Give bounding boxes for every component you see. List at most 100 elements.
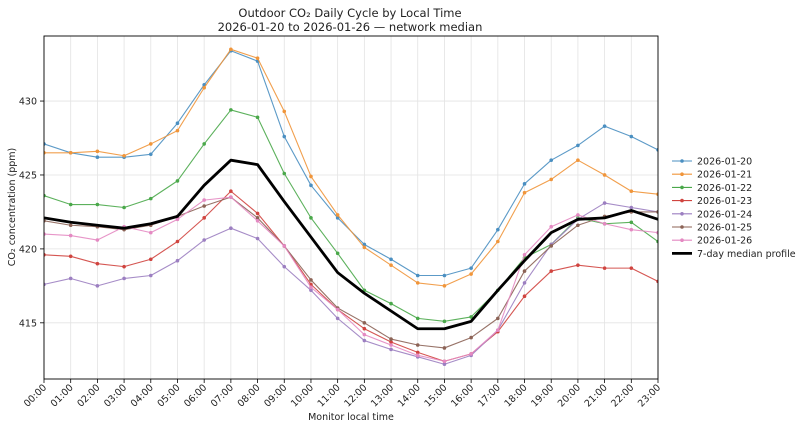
data-point (629, 134, 634, 139)
data-point (576, 213, 580, 217)
data-point (362, 326, 367, 331)
data-point (175, 239, 180, 244)
data-point (389, 263, 393, 267)
chart-subtitle: 2026-01-20 to 2026-01-26 — network media… (218, 20, 483, 34)
data-point (95, 155, 100, 160)
legend-marker (680, 212, 684, 216)
series-line-0 (44, 50, 658, 277)
data-point (602, 266, 607, 270)
data-point (362, 321, 367, 325)
legend-label: 2026-01-23 (697, 196, 752, 207)
data-point (202, 216, 206, 220)
data-point (202, 238, 206, 242)
data-point (496, 227, 500, 232)
data-point (122, 153, 126, 158)
series-line-2 (44, 109, 658, 322)
data-point (522, 190, 527, 195)
data-point (549, 158, 554, 162)
data-point (469, 315, 473, 319)
legend-item-3: 2026-01-23 (672, 196, 752, 207)
data-point (148, 273, 153, 278)
data-point (335, 307, 340, 312)
legend-marker (680, 185, 684, 190)
data-point (629, 227, 634, 232)
data-point (442, 284, 447, 288)
y-tick-label: 420 (19, 244, 37, 255)
series-line-6 (44, 196, 658, 362)
data-point (175, 128, 180, 133)
data-point (389, 340, 393, 344)
x-axis-ticks: 00:00 01:00 02:00 03:00 04:00 05:00 06:00 07:00… (22, 379, 663, 409)
legend-item-6: 2026-01-26 (672, 236, 752, 247)
legend-item-4: 2026-01-24 (672, 209, 752, 220)
x-tick-label: 02:00 (75, 382, 102, 409)
data-point (175, 121, 180, 126)
y-tick-label: 430 (19, 97, 37, 108)
series-lines (44, 47, 658, 367)
data-point (202, 85, 206, 90)
x-tick-label: 11:00 (316, 382, 343, 409)
data-point (442, 359, 447, 364)
legend-marker (680, 238, 684, 242)
data-point (282, 264, 287, 269)
data-point (576, 263, 580, 267)
data-point (389, 257, 393, 262)
data-point (282, 244, 287, 248)
data-point (309, 288, 313, 293)
data-point (202, 142, 206, 146)
data-point (602, 173, 607, 177)
legend-label: 2026-01-24 (697, 209, 752, 220)
legend-label: 2026-01-26 (697, 236, 752, 247)
data-point (122, 276, 126, 281)
data-point (255, 211, 260, 216)
y-tick-label: 425 (19, 170, 37, 181)
data-point (496, 328, 500, 333)
y-axis-label: CO₂ concentration (ppm) (7, 148, 18, 266)
x-axis-label: Monitor local time (308, 412, 394, 423)
data-point (95, 261, 100, 266)
data-point (175, 258, 180, 263)
data-point (202, 204, 206, 208)
data-point (549, 177, 554, 182)
data-point (175, 217, 180, 222)
series-line-7 (44, 158, 658, 331)
data-point (335, 213, 340, 217)
x-tick-label: 01:00 (49, 382, 76, 409)
x-tick-label: 15:00 (422, 382, 449, 409)
data-point (522, 281, 527, 285)
data-point (415, 273, 420, 278)
x-tick-label: 07:00 (209, 382, 236, 409)
legend-item-2: 2026-01-22 (672, 183, 752, 194)
data-point (415, 281, 420, 285)
data-point (576, 223, 580, 228)
data-point (148, 142, 153, 146)
legend-label: 2026-01-22 (697, 183, 752, 194)
series-line-1 (44, 48, 658, 287)
data-point (148, 196, 153, 201)
x-tick-label: 22:00 (609, 382, 636, 409)
data-point (68, 150, 73, 155)
data-point (629, 189, 634, 194)
x-tick-label: 03:00 (102, 382, 129, 409)
data-point (496, 239, 500, 244)
y-axis-ticks: 415 420 425 430 (19, 97, 44, 329)
data-point (282, 109, 287, 114)
data-point (175, 179, 180, 183)
data-point (522, 253, 527, 257)
x-tick-label: 17:00 (476, 382, 503, 409)
x-tick-label: 04:00 (129, 382, 156, 409)
data-point (229, 47, 233, 52)
legend-marker (680, 198, 684, 203)
data-point (229, 189, 233, 194)
data-point (442, 273, 447, 278)
data-point (95, 284, 100, 288)
x-tick-label: 06:00 (182, 382, 209, 409)
data-point (122, 264, 126, 269)
grid (43, 36, 659, 379)
data-point (255, 115, 260, 120)
data-point (549, 224, 554, 229)
data-point (389, 337, 393, 341)
data-point (122, 205, 126, 210)
data-point (362, 332, 367, 337)
y-tick-label: 415 (19, 318, 37, 329)
